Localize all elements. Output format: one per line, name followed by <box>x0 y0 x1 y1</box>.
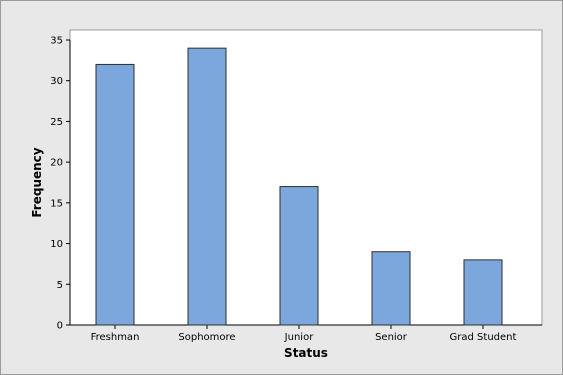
y-tick-label: 30 <box>50 76 63 87</box>
y-tick-label: 15 <box>50 198 63 209</box>
y-tick-label: 20 <box>50 158 63 169</box>
y-tick-label: 35 <box>50 36 63 47</box>
x-tick-label: Senior <box>375 332 408 343</box>
x-axis: Freshman Sophomore Junior Senior Grad Studen… <box>70 324 542 343</box>
bar-grad-student <box>463 259 503 326</box>
y-tick-label: 5 <box>57 280 63 291</box>
x-tick-label: Junior <box>284 332 315 343</box>
x-axis-title: Status <box>284 346 328 360</box>
x-tick-label: Freshman <box>91 332 140 343</box>
y-axis: 0 5 10 15 20 25 30 35 <box>50 36 71 332</box>
bar-senior <box>371 251 411 326</box>
y-tick-label: 25 <box>50 117 63 128</box>
x-tick-label: Sophomore <box>178 332 235 343</box>
bar-junior <box>279 186 319 326</box>
y-tick-label: 0 <box>57 321 63 332</box>
bars <box>95 47 503 326</box>
bar-freshman <box>95 63 135 326</box>
y-axis-title: Frequency <box>30 147 44 217</box>
x-tick-label: Grad Student <box>450 332 517 343</box>
bar-sophomore <box>187 47 227 326</box>
y-tick-label: 10 <box>50 239 63 250</box>
